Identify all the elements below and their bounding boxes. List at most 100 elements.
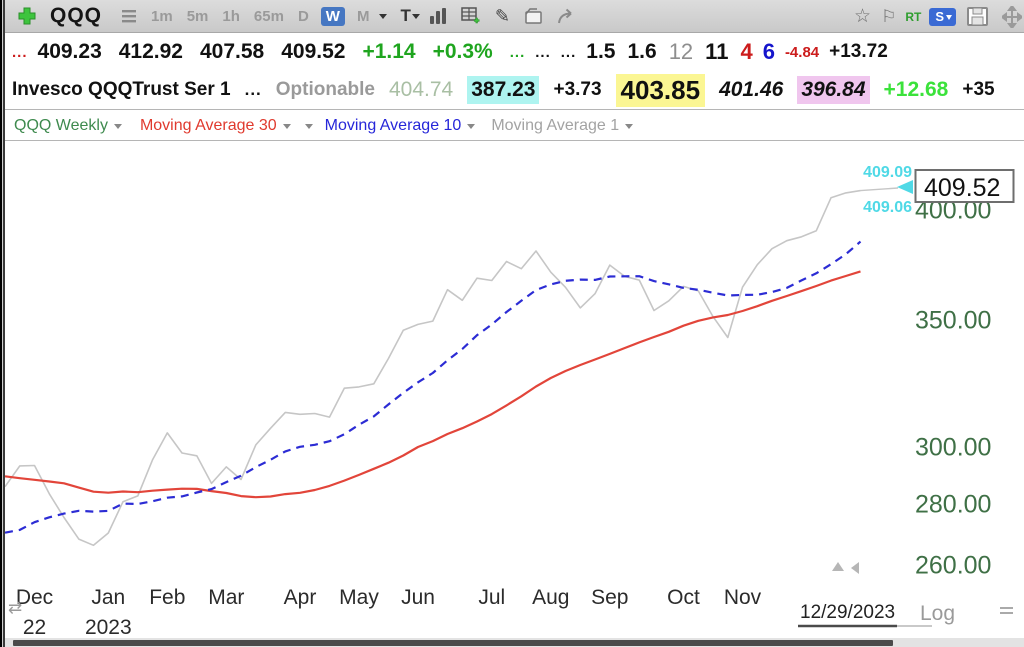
ma30-dropdown-icon[interactable] <box>282 124 291 129</box>
timeframe-daily[interactable]: D <box>297 7 309 25</box>
timeframe-1m[interactable]: 1m <box>151 7 173 25</box>
timeframe-5m[interactable]: 5m <box>186 7 209 25</box>
copy-chart-icon[interactable] <box>522 7 544 25</box>
draw-pencil-icon[interactable]: ✎ <box>494 5 510 26</box>
quote-change-pct: +0.3% <box>432 40 493 63</box>
quote-val-small-red: -4.84 <box>784 43 820 61</box>
ma10-selector[interactable]: Moving Average 10 <box>324 116 462 134</box>
series-price <box>4 189 861 547</box>
timeframe-weekly-active[interactable]: W <box>320 6 345 26</box>
quote-low: 407.58 <box>199 40 265 63</box>
last-price-value: 409.52 <box>924 174 1000 202</box>
quote-dots-red: ... <box>12 43 28 61</box>
series-selector[interactable]: QQQ Weekly <box>14 116 108 134</box>
share-arrow-icon[interactable] <box>556 8 578 25</box>
timeframe-dropdown-icon[interactable] <box>379 13 388 19</box>
info-val-italic: 401.46 <box>719 78 784 101</box>
volume-bars-icon[interactable] <box>429 8 449 24</box>
info-val-sage: 404.74 <box>389 78 454 101</box>
quote-last: 409.52 <box>281 40 346 63</box>
quote-val-red: 4 <box>740 39 753 64</box>
info-val-plus: +3.73 <box>553 79 602 100</box>
info-val-cyan-highlight: 387.23 <box>467 76 540 104</box>
realtime-badge[interactable]: RT <box>905 9 922 24</box>
x-month-sep: Sep <box>591 586 628 609</box>
scale-menu-icon[interactable] <box>1000 607 1013 614</box>
quote-high: 412.92 <box>118 40 183 63</box>
save-icon[interactable] <box>966 6 990 28</box>
snap-button[interactable]: S <box>929 7 956 26</box>
quote-dots-black-1: ... <box>535 43 551 61</box>
favorite-star-icon[interactable]: ☆ <box>854 6 872 27</box>
quote-dots-green: ... <box>509 43 526 61</box>
y-tick-2: 300.00 <box>915 434 991 462</box>
y-tick-3: 280.00 <box>915 490 991 518</box>
timeframe-1h[interactable]: 1h <box>222 7 240 25</box>
ma1-dropdown-icon[interactable] <box>625 124 634 129</box>
scroll-up-arrow-icon[interactable] <box>832 562 844 571</box>
text-tool-dropdown-icon[interactable] <box>411 13 420 19</box>
x-year-1: 2023 <box>85 616 132 639</box>
info-ellipsis[interactable]: ... <box>244 80 262 99</box>
quote-row: ... 409.23 412.92 407.58 409.52 +1.14 +0… <box>0 33 1024 71</box>
pane-dropdown-icon[interactable] <box>304 124 313 129</box>
quote-val-1: 1.5 <box>586 40 616 63</box>
quote-val-blue: 6 <box>762 39 775 64</box>
timeframe-65m[interactable]: 65m <box>253 7 284 25</box>
snap-dropdown-icon <box>946 14 952 20</box>
snap-label: S <box>935 8 944 24</box>
main-toolbar: QQQ 1m 5m 1h 65m D W M T ✎ <box>0 0 1024 33</box>
watchlist-icon[interactable] <box>122 9 138 23</box>
last-date-label[interactable]: 12/29/2023 <box>800 602 895 623</box>
scroll-swap-arrows-icon[interactable]: ⇄ <box>8 598 23 617</box>
info-row: Invesco QQQTrust Ser 1 ... Optionable 40… <box>0 71 1024 110</box>
flag-icon[interactable]: ⚐ <box>881 6 897 26</box>
add-symbol-icon[interactable] <box>18 7 36 25</box>
text-tool-button[interactable]: T <box>400 6 411 25</box>
series-ma10 <box>4 240 862 534</box>
x-month-apr: Apr <box>284 586 317 609</box>
window-left-edge <box>0 0 5 647</box>
last-price-box <box>914 169 1015 203</box>
quote-val-change2: +13.72 <box>829 41 888 62</box>
horizontal-scrollbar-thumb[interactable] <box>13 640 893 646</box>
series-dropdown-icon[interactable] <box>113 124 122 129</box>
info-val-clipped: +35 <box>962 79 995 100</box>
info-val-yellow-highlight: 403.85 <box>615 73 706 107</box>
quote-change: +1.14 <box>362 40 416 63</box>
last-price-arrow-icon <box>897 180 913 194</box>
log-scale-toggle[interactable]: Log <box>920 602 955 625</box>
security-name: Invesco QQQTrust Ser 1 <box>12 79 231 100</box>
timeframe-monthly[interactable]: M <box>356 7 370 25</box>
x-month-jun: Jun <box>401 586 435 609</box>
x-month-aug: Aug <box>532 586 569 609</box>
x-month-may: May <box>339 586 379 609</box>
series-ma30 <box>4 270 861 499</box>
x-month-nov: Nov <box>724 586 762 609</box>
x-month-feb: Feb <box>149 586 185 609</box>
x-year-0: 22 <box>23 616 46 639</box>
quote-val-gray: 12 <box>668 39 694 64</box>
x-month-jan: Jan <box>91 586 125 609</box>
quote-val-2: 1.6 <box>627 40 657 63</box>
x-month-jul: Jul <box>478 586 505 609</box>
add-indicator-grid-icon[interactable] <box>461 7 483 25</box>
quote-dots-black-2: ... <box>560 43 577 61</box>
x-month-dec: Dec <box>16 586 53 609</box>
scroll-left-arrow-icon[interactable] <box>851 562 859 574</box>
info-val-green: +12.68 <box>883 78 949 101</box>
indicator-row: QQQ Weekly Moving Average 30 Moving Aver… <box>0 111 1024 141</box>
ma30-selector[interactable]: Moving Average 30 <box>139 116 277 134</box>
quote-open: 409.23 <box>37 40 102 63</box>
horizontal-scrollbar[interactable] <box>0 638 1024 647</box>
move-window-icon[interactable] <box>1002 5 1022 28</box>
ma1-selector[interactable]: Moving Average 1 <box>491 116 620 134</box>
y-tick-1: 350.00 <box>915 307 991 335</box>
x-month-mar: Mar <box>208 586 244 609</box>
ma10-dropdown-icon[interactable] <box>467 124 476 129</box>
symbol-input[interactable]: QQQ <box>50 4 103 27</box>
info-val-plum-highlight: 396.84 <box>797 76 870 104</box>
quote-val-black: 11 <box>705 39 729 64</box>
last-price-extension <box>860 187 899 192</box>
